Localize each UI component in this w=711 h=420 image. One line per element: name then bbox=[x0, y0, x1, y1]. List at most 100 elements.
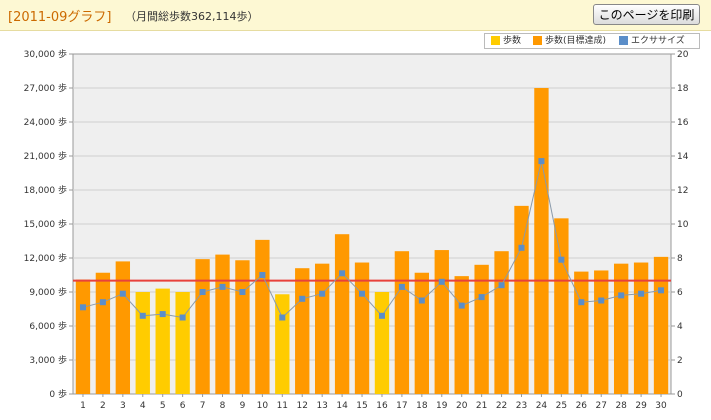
exercise-point bbox=[538, 158, 545, 165]
x-tick-label: 24 bbox=[536, 401, 548, 411]
y2-tick-label: 8 bbox=[677, 254, 683, 264]
bar bbox=[494, 251, 509, 394]
y-tick-label: 12,000 歩 bbox=[24, 252, 67, 264]
bar bbox=[374, 292, 390, 394]
y2-tick-label: 4 bbox=[677, 322, 683, 332]
bar bbox=[594, 270, 609, 394]
page-header: [2011-09グラフ] （月間総歩数362,114歩） このページを印刷 bbox=[0, 0, 711, 31]
y-tick-label: 0 歩 bbox=[49, 388, 67, 400]
exercise-point bbox=[359, 290, 366, 297]
bar bbox=[235, 260, 250, 394]
x-tick-label: 6 bbox=[180, 401, 186, 411]
x-tick-label: 25 bbox=[556, 401, 567, 411]
exercise-point bbox=[159, 311, 166, 318]
y-tick-label: 24,000 歩 bbox=[24, 116, 67, 128]
exercise-point bbox=[438, 278, 445, 285]
bar bbox=[195, 259, 210, 394]
legend-swatch-steps bbox=[491, 36, 500, 45]
bar bbox=[474, 264, 489, 394]
x-tick-label: 22 bbox=[496, 401, 507, 411]
x-tick-label: 7 bbox=[200, 401, 206, 411]
exercise-point bbox=[199, 289, 206, 295]
legend-label-steps: 歩数 bbox=[503, 36, 522, 46]
bar bbox=[454, 276, 469, 394]
x-tick-label: 28 bbox=[615, 401, 627, 411]
print-page-button[interactable]: このページを印刷 bbox=[593, 4, 700, 25]
exercise-point bbox=[299, 295, 306, 302]
exercise-point bbox=[79, 304, 86, 311]
bar bbox=[653, 256, 669, 394]
exercise-point bbox=[279, 314, 286, 321]
exercise-point bbox=[658, 287, 665, 294]
legend-item-steps-goal: 歩数(目標達成) bbox=[533, 36, 606, 47]
bar bbox=[314, 263, 330, 394]
bar bbox=[275, 294, 290, 394]
x-tick-label: 17 bbox=[396, 401, 407, 411]
y2-tick-label: 10 bbox=[677, 220, 689, 230]
y-tick-label: 3,000 歩 bbox=[29, 354, 67, 366]
x-tick-label: 11 bbox=[277, 401, 288, 411]
x-tick-label: 4 bbox=[140, 401, 146, 411]
y2-tick-label: 0 bbox=[677, 390, 683, 400]
exercise-point bbox=[99, 299, 106, 306]
exercise-point bbox=[219, 283, 226, 290]
y-tick-label: 9,000 歩 bbox=[29, 286, 67, 298]
exercise-point bbox=[259, 272, 266, 278]
exercise-point bbox=[239, 289, 246, 295]
x-tick-label: 13 bbox=[316, 401, 327, 411]
y2-tick-label: 6 bbox=[677, 288, 683, 298]
bar bbox=[354, 262, 370, 394]
x-tick-label: 16 bbox=[376, 401, 388, 411]
y-tick-label: 30,000 歩 bbox=[24, 48, 67, 60]
x-tick-label: 14 bbox=[336, 401, 348, 411]
exercise-line bbox=[82, 160, 662, 319]
legend-item-exercise: エクササイズ bbox=[619, 36, 685, 47]
bar bbox=[135, 292, 150, 394]
x-tick-label: 3 bbox=[120, 401, 126, 411]
x-tick-label: 9 bbox=[240, 401, 246, 411]
exercise-point bbox=[378, 312, 385, 319]
exercise-point bbox=[418, 297, 425, 304]
x-tick-label: 19 bbox=[436, 401, 448, 411]
exercise-point bbox=[638, 290, 645, 297]
x-tick-label: 8 bbox=[220, 401, 226, 411]
bar bbox=[534, 88, 549, 394]
y2-tick-label: 14 bbox=[677, 152, 689, 162]
exercise-point bbox=[518, 244, 525, 251]
exercise-point bbox=[398, 283, 405, 290]
x-tick-label: 27 bbox=[596, 401, 607, 411]
bar bbox=[75, 279, 91, 394]
exercise-point bbox=[339, 270, 346, 277]
y-tick-label: 15,000 歩 bbox=[24, 218, 67, 230]
exercise-point bbox=[119, 290, 126, 297]
bar bbox=[414, 272, 430, 394]
chart-legend: 歩数 歩数(目標達成) エクササイズ bbox=[484, 33, 700, 49]
exercise-point bbox=[478, 294, 485, 301]
x-tick-label: 5 bbox=[160, 401, 166, 411]
x-tick-label: 21 bbox=[476, 401, 487, 411]
bar bbox=[295, 268, 310, 394]
exercise-point bbox=[319, 290, 326, 297]
bar bbox=[334, 234, 350, 394]
exercise-point bbox=[458, 302, 465, 309]
x-tick-label: 12 bbox=[297, 401, 308, 411]
bar bbox=[554, 218, 569, 394]
x-tick-label: 30 bbox=[655, 401, 667, 411]
y2-tick-label: 16 bbox=[677, 118, 689, 128]
exercise-point bbox=[558, 256, 565, 263]
bar bbox=[175, 292, 190, 394]
x-tick-label: 15 bbox=[356, 401, 367, 411]
bar bbox=[633, 262, 649, 394]
y2-tick-label: 18 bbox=[677, 84, 689, 94]
x-tick-label: 1 bbox=[80, 401, 86, 411]
bar bbox=[613, 263, 629, 394]
bar bbox=[514, 205, 529, 394]
y2-tick-label: 2 bbox=[677, 356, 683, 366]
bar bbox=[434, 250, 449, 394]
legend-swatch-exercise bbox=[619, 36, 628, 45]
bar bbox=[155, 288, 170, 394]
x-tick-label: 18 bbox=[416, 401, 428, 411]
legend-item-steps: 歩数 bbox=[491, 36, 521, 47]
exercise-point bbox=[498, 282, 505, 289]
